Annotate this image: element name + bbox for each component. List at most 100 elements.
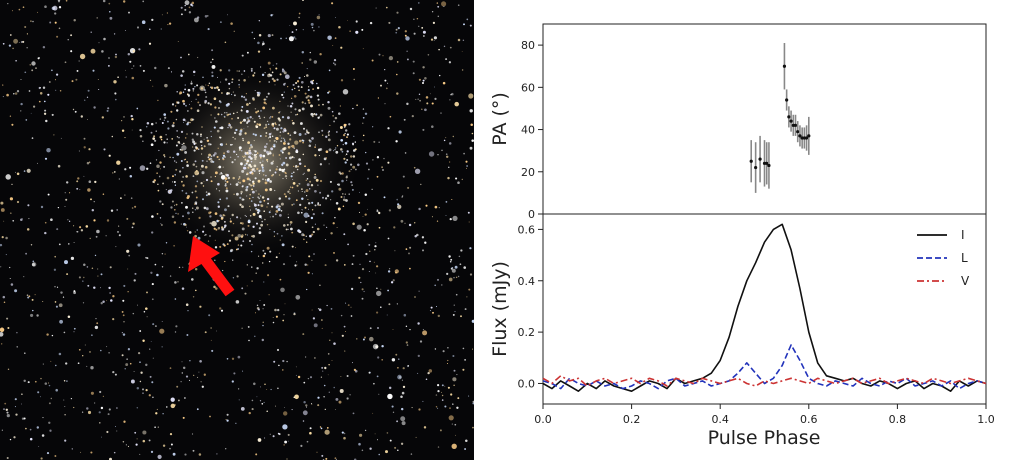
star <box>71 448 74 450</box>
cluster-star <box>274 213 277 216</box>
cluster-star <box>293 171 295 174</box>
star <box>256 396 258 398</box>
star <box>182 366 186 370</box>
cluster-star <box>270 161 274 165</box>
star <box>301 62 304 64</box>
cluster-star <box>282 96 285 99</box>
star <box>83 263 86 267</box>
star <box>311 26 314 29</box>
cluster-star <box>217 88 221 92</box>
star <box>311 403 313 405</box>
star <box>294 140 299 145</box>
star <box>139 361 141 363</box>
star <box>142 339 145 343</box>
star <box>451 198 453 201</box>
star <box>469 273 473 276</box>
star <box>191 278 194 281</box>
cluster-star <box>150 143 154 147</box>
cluster-star <box>163 154 166 157</box>
cluster-star <box>203 206 207 210</box>
star <box>210 114 212 116</box>
star <box>181 149 183 152</box>
star <box>198 371 200 373</box>
star <box>331 332 333 334</box>
star <box>219 21 222 24</box>
star <box>184 4 186 7</box>
star <box>441 394 444 397</box>
star <box>225 448 227 450</box>
star <box>53 268 57 271</box>
star <box>307 208 310 210</box>
cluster-star <box>225 189 229 193</box>
cluster-star <box>275 137 279 140</box>
star <box>100 406 104 410</box>
cluster-star <box>310 112 314 116</box>
cluster-star <box>266 143 268 145</box>
star <box>136 438 138 440</box>
star <box>279 239 281 241</box>
star <box>130 114 133 118</box>
cluster-star <box>268 123 270 125</box>
cluster-star <box>344 132 346 135</box>
star <box>462 368 465 371</box>
star <box>27 296 30 299</box>
cluster-star <box>194 146 198 149</box>
flux-panel: 0.00.20.40.6 0.0 0.2 0.4 0.6 0.8 1.0 ILV Flux… <box>489 213 995 449</box>
star <box>165 189 167 191</box>
cluster-star <box>196 132 199 136</box>
cluster-star <box>283 128 287 132</box>
star <box>90 366 94 370</box>
star <box>211 49 214 52</box>
cluster-star <box>194 209 196 211</box>
cluster-star <box>232 150 236 153</box>
star <box>226 357 229 360</box>
star <box>73 331 75 333</box>
pa-data-point <box>787 115 791 119</box>
star <box>449 99 451 101</box>
star <box>44 5 47 8</box>
star <box>398 130 402 134</box>
cluster-star <box>342 198 346 202</box>
star <box>262 160 264 162</box>
star <box>378 226 381 229</box>
star <box>369 250 371 252</box>
cluster-star <box>255 153 258 156</box>
cluster-star <box>265 132 268 134</box>
star <box>259 134 262 138</box>
star <box>164 253 166 255</box>
cluster-star <box>315 113 318 116</box>
star <box>188 6 191 9</box>
star <box>78 348 81 351</box>
pa-data-point <box>749 159 753 163</box>
cluster-star <box>185 205 188 209</box>
star <box>86 96 89 98</box>
star <box>0 201 4 205</box>
star <box>452 354 455 358</box>
cluster-star <box>340 138 344 142</box>
star <box>57 206 60 209</box>
cluster-star <box>219 69 222 72</box>
cluster-star <box>213 86 217 90</box>
cluster-star <box>241 222 244 225</box>
cluster-star <box>305 189 309 193</box>
star <box>78 60 80 62</box>
cluster-star <box>233 94 236 97</box>
cluster-star <box>172 175 174 178</box>
cluster-star <box>225 143 228 145</box>
star <box>269 229 271 231</box>
star <box>200 381 202 383</box>
star <box>263 127 266 129</box>
star <box>340 46 343 49</box>
star <box>441 399 444 401</box>
cluster-star <box>207 156 210 159</box>
star <box>154 426 156 428</box>
cluster-star <box>250 145 254 149</box>
star <box>324 264 327 267</box>
cluster-star <box>280 202 284 206</box>
star <box>88 161 91 163</box>
star <box>142 388 144 391</box>
cluster-star <box>250 200 253 202</box>
cluster-star <box>156 172 158 174</box>
star <box>450 93 452 96</box>
star <box>306 288 308 291</box>
